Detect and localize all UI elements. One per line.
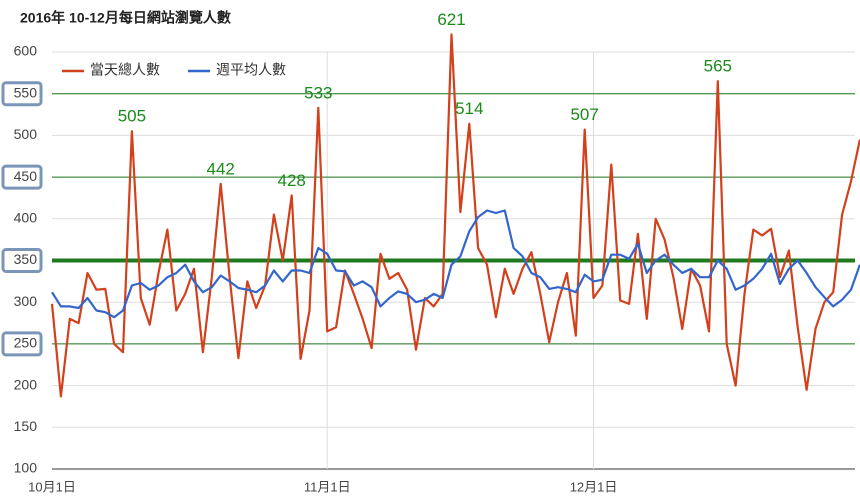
legend-label: 週平均人數 <box>216 62 286 78</box>
tick-highlight <box>1 164 43 190</box>
tick-highlight <box>1 248 43 273</box>
y-tick-label: 600 <box>14 43 38 59</box>
y-tick-label: 550 <box>14 84 38 100</box>
data-label: 565 <box>704 57 732 76</box>
x-tick-label: 10月1日 <box>28 479 76 494</box>
series-line <box>51 209 860 319</box>
y-tick-label: 150 <box>14 418 38 434</box>
x-tick-label: 12月1日 <box>570 479 618 494</box>
tick-highlight <box>1 331 43 357</box>
y-tick-label: 350 <box>14 251 38 267</box>
legend-label: 當天總人數 <box>90 62 160 78</box>
y-tick-label: 450 <box>14 168 38 184</box>
chart-title: 2016年 10-12月每日網站瀏覽人數 <box>20 10 231 26</box>
data-label: 533 <box>304 83 332 102</box>
x-tick-label: 11月1日 <box>304 479 351 494</box>
data-label: 442 <box>206 159 234 178</box>
data-label: 428 <box>278 171 306 190</box>
series-line <box>50 33 860 398</box>
y-tick-label: 200 <box>14 376 38 392</box>
data-label: 514 <box>455 99 483 118</box>
data-label: 621 <box>437 10 465 29</box>
y-tick-label: 300 <box>14 293 38 309</box>
data-label: 505 <box>118 107 146 126</box>
y-tick-label: 500 <box>14 126 38 142</box>
y-tick-label: 400 <box>14 210 38 226</box>
data-label: 507 <box>570 105 598 124</box>
y-tick-label: 100 <box>14 460 38 476</box>
y-tick-label: 250 <box>14 335 38 351</box>
tick-highlight <box>1 81 43 107</box>
